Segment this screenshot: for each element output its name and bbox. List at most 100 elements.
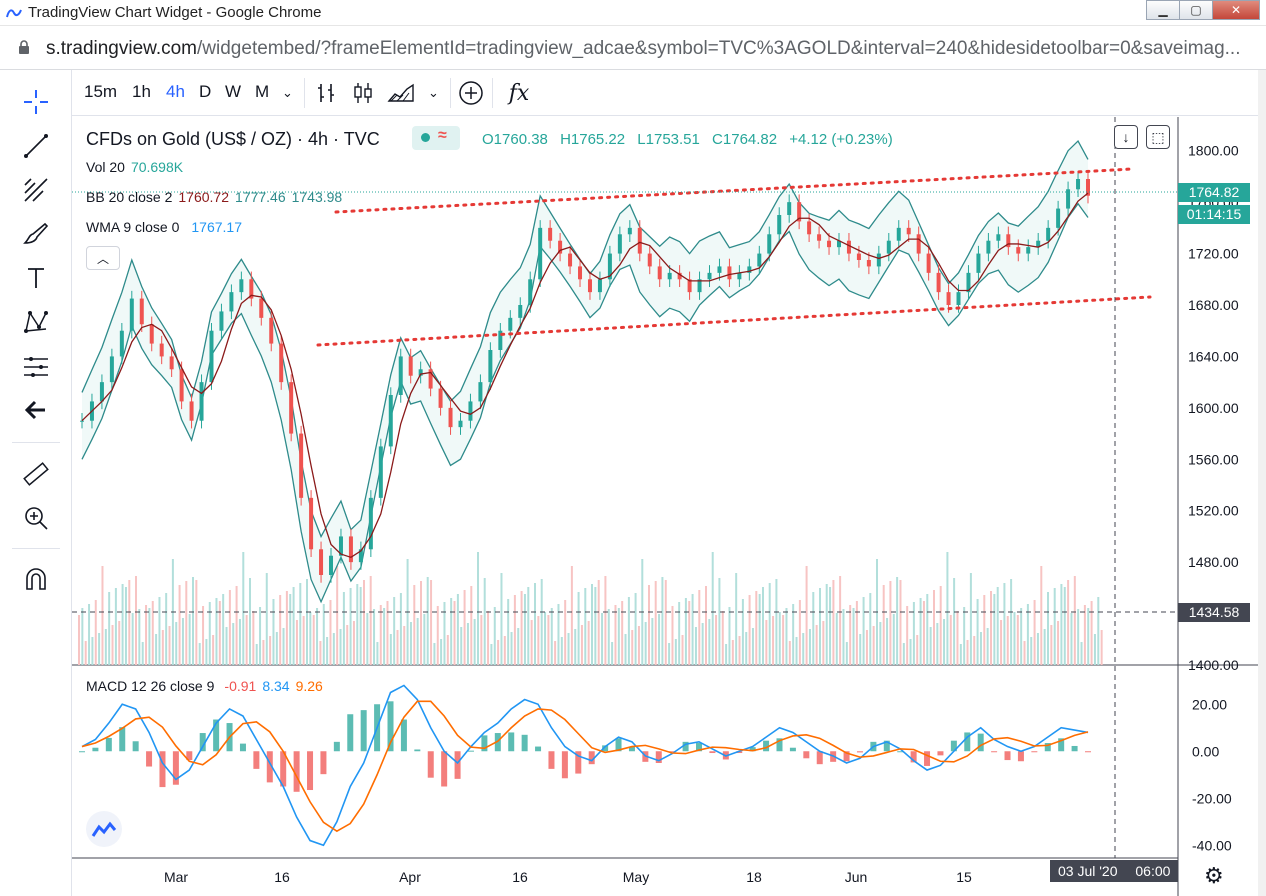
timeframe-d[interactable]: D [199,82,212,101]
volume-bar [456,594,459,665]
volume-bar [386,601,389,665]
symbol-legend[interactable]: CFDs on Gold (US$ / OZ) · 4h · TVC [86,129,380,150]
volume-bar [249,578,251,665]
volume-bar [611,642,614,665]
crosshair-date: 03 Jul '20 [1058,863,1118,879]
trend-line-tool[interactable] [14,126,58,166]
maximize-button[interactable]: ▢ [1179,0,1213,20]
volume-bar [822,621,825,665]
volume-bar [138,609,141,665]
minimize-button[interactable]: ▁ [1146,0,1180,20]
fullscreen-button[interactable]: ⬚ [1146,125,1170,149]
volume-bar [765,620,768,665]
candle-body [488,350,493,383]
volume-bar [202,606,205,665]
tradingview-logo[interactable] [86,811,122,847]
volume-bar [661,577,664,665]
bollinger-legend[interactable]: BB 20 close 2 1760.72 1777.46 1743.98 [86,189,342,205]
volume-bar [131,613,134,665]
candle-body [996,234,1001,241]
volume-bar [228,590,231,665]
volume-bar [1087,608,1090,665]
macd-histogram-bar [293,751,300,792]
macd-histogram-bar [132,741,139,752]
timeframe-m[interactable]: M [255,82,270,101]
volume-legend[interactable]: Vol 20 70.698K [86,159,183,175]
candle-body [1066,189,1071,209]
volume-bar [953,578,956,665]
volume-bar [185,581,188,665]
change-value: +4.12 (+0.23%) [789,131,893,148]
macd-histogram-bar [441,751,448,787]
volume-bar [976,599,979,665]
scroll-to-latest-button[interactable]: ↓ [1114,125,1138,149]
url-text[interactable]: s.tradingview.com/widgetembed/?frameElem… [46,38,1241,59]
price-tick-label: 1720.00 [1188,246,1239,262]
candle-body [926,253,931,273]
volume-bar [497,640,500,665]
volume-bar [366,613,369,665]
volume-bar [758,594,761,665]
page-scrollbar[interactable] [1258,70,1266,896]
candles-chart-type-button[interactable] [348,78,378,108]
timeframe-1h[interactable]: 1h [132,82,151,101]
candle-body [916,234,921,254]
back-arrow-tool[interactable] [14,390,58,430]
volume-bar [530,620,533,665]
fib-tool[interactable] [14,170,58,210]
volume-bar [1053,588,1056,665]
collapse-legend-button[interactable]: ︿ [86,246,120,270]
timeframe-dropdown-chevron-icon[interactable]: ⌄ [282,85,293,100]
volume-bar [155,634,158,665]
volume-bar [936,623,939,665]
chart-canvas[interactable]: 1800.001760.001720.001680.001640.001600.… [72,117,1258,896]
volume-bar [768,583,771,665]
volume-bar [775,579,778,665]
volume-bar [175,622,178,665]
candle-body [1056,208,1061,228]
crosshair-tool[interactable] [14,82,58,122]
volume-bar [188,614,191,665]
candle-body [229,292,234,312]
timeframe-4h[interactable]: 4h [166,82,185,101]
brush-tool[interactable] [14,214,58,254]
ruler-tool[interactable] [14,454,58,494]
bar-chart-type-button[interactable] [312,78,342,108]
prediction-tool[interactable] [14,346,58,386]
macd-legend[interactable]: MACD 12 26 close 9 -0.91 8.34 9.26 [86,678,323,694]
volume-bar [500,573,503,665]
macd-histogram-bar [1031,751,1038,753]
volume-bar [614,605,617,665]
chart-type-chevron-icon[interactable]: ⌄ [428,85,439,100]
address-bar[interactable]: s.tradingview.com/widgetembed/?frameElem… [0,26,1266,70]
volume-bar [145,605,148,665]
volume-bar [748,595,751,665]
compare-symbol-button[interactable] [456,78,486,108]
volume-bar [755,591,758,665]
volume-bar [1100,630,1103,665]
volume-bar [1067,580,1070,665]
volume-bar [668,643,671,665]
volume-bar [751,628,754,665]
macd-histogram-bar [521,734,528,752]
indicators-button[interactable]: 𝑓x [504,78,534,108]
volume-bar [1083,605,1086,665]
pattern-tool[interactable] [14,302,58,342]
volume-bar [634,593,637,665]
volume-bar [718,578,721,665]
zoom-tool[interactable] [14,498,58,538]
timeframe-w[interactable]: W [225,82,242,101]
close-window-button[interactable]: ✕ [1212,0,1260,20]
area-chart-type-button[interactable] [386,78,416,108]
volume-bar [520,591,523,665]
timeframe-15m[interactable]: 15m [84,82,118,101]
magnet-tool[interactable] [14,560,58,600]
text-tool[interactable] [14,258,58,298]
volume-bar [671,606,674,665]
chart-container[interactable]: 1800.00 1760.00 1720.00 1680.00 1640.00 1600.… [72,117,1258,896]
macd-histogram-bar [400,719,407,752]
chart-settings-button[interactable]: ⚙ [1204,863,1224,889]
price-tick-label: 1520.00 [1188,503,1239,519]
wma-legend[interactable]: WMA 9 close 0 1767.17 [86,219,242,235]
macd-signal-line [81,700,1089,833]
